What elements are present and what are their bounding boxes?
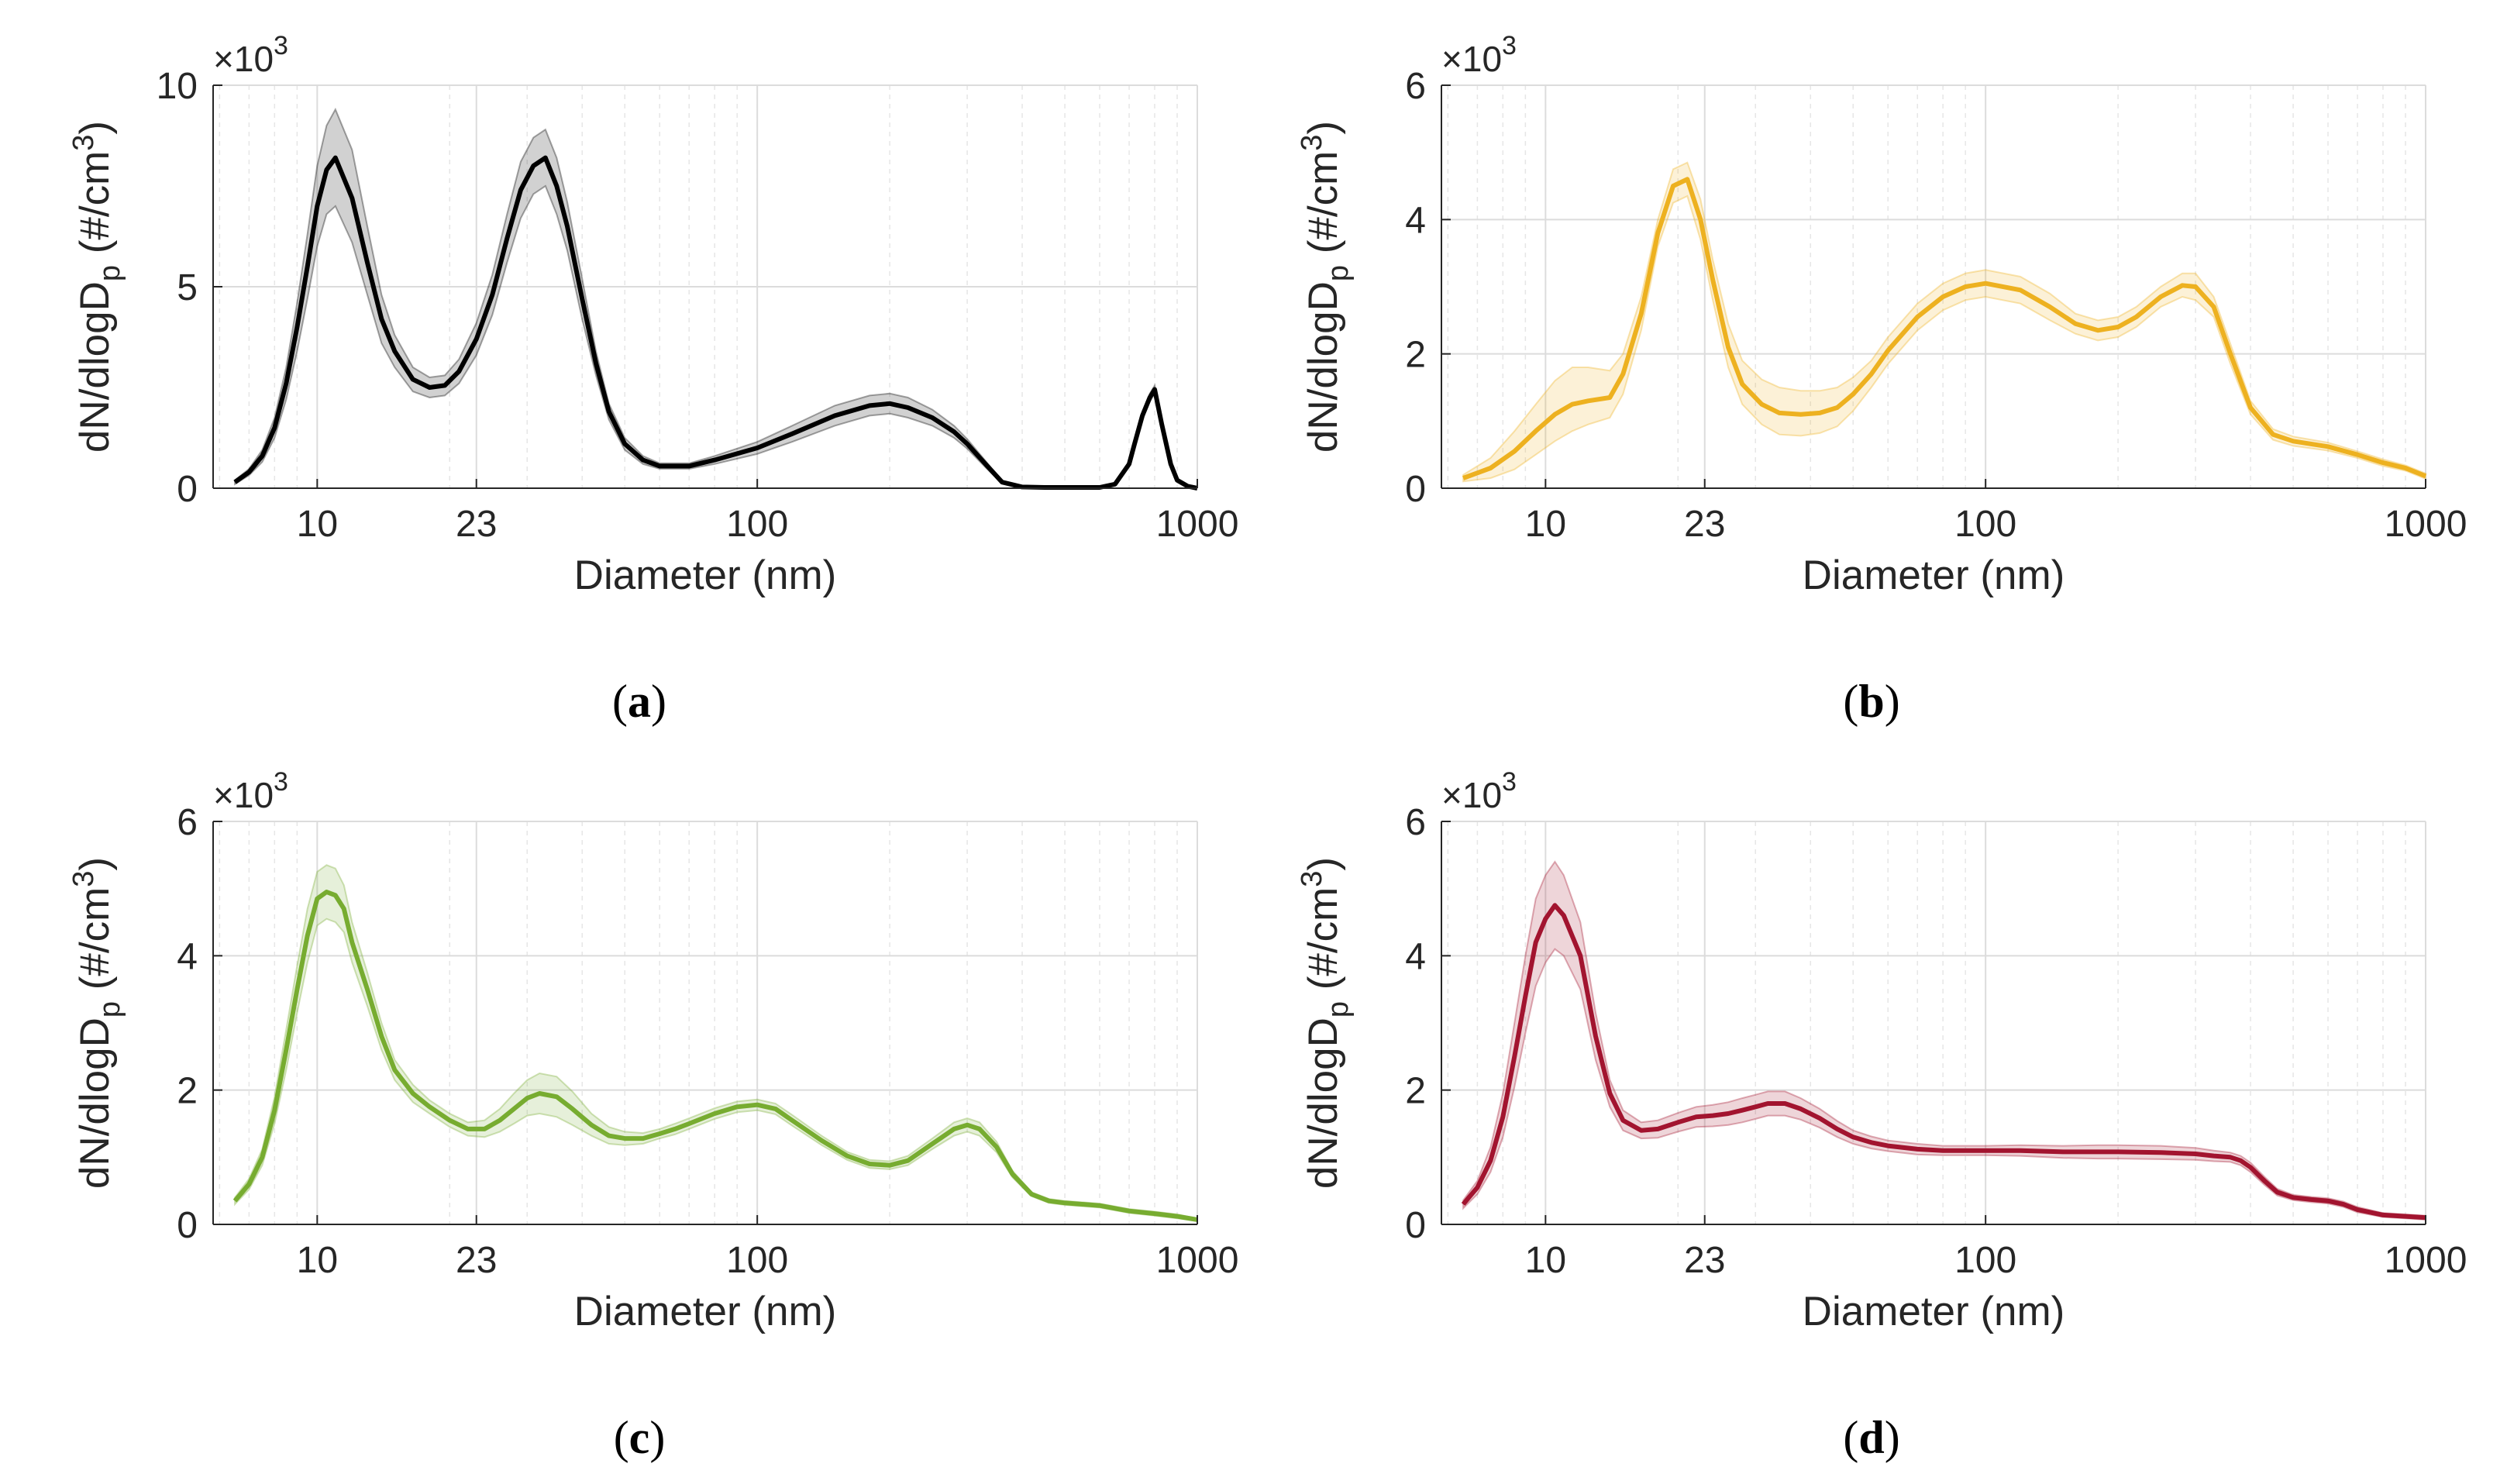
y-tick-label-c: 2 [177,1071,198,1112]
series-line-d [1461,903,2426,1221]
minor-grid-a [219,85,1198,488]
y-multiplier-a: ×103 [213,31,288,79]
x-axis-title-c: Diameter (nm) [574,1289,837,1334]
series-line-c [232,890,1198,1222]
x-tick-label-b: 100 [1954,504,2016,545]
y-tick-label-d: 6 [1405,802,1426,843]
chart-panel-d: 10 23 100 1000 0 2 4 6 ×103 Diameter (nm) dN/dlogD… [1296,767,2467,1334]
x-tick-label-a: 10 [297,504,338,545]
y-tick-label-b: 4 [1405,200,1426,241]
panel-label-c: (c) [614,1412,666,1463]
plot-area-d [1441,821,2426,1224]
x-axis-title-d: Diameter (nm) [1803,1289,2065,1334]
x-tick-label-a: 23 [456,504,497,545]
chart-panel-a: 10 23 100 1000 0 5 10 ×103 Diameter (nm) dN/dlogD… [67,31,1238,598]
y-tick-label-c: 0 [177,1205,198,1246]
y-tick-label-a: 10 [157,66,198,107]
y-tick-label-b: 6 [1405,66,1426,107]
y-multiplier-d: ×103 [1441,767,1517,815]
x-tick-label-a: 1000 [1156,504,1239,545]
x-tick-label-c: 1000 [1156,1240,1239,1281]
y-axis-title-a: dN/dlogDp (#/cm3) [67,121,126,453]
x-tick-label-c: 10 [297,1240,338,1281]
y-multiplier-b: ×103 [1441,31,1517,79]
y-axis-title-c: dN/dlogDp (#/cm3) [67,857,126,1189]
panel-label-b: (b) [1843,676,1899,727]
y-tick-label-b: 0 [1405,469,1426,510]
y-axis-title-d: dN/dlogDp (#/cm3) [1296,857,1355,1189]
x-tick-label-a: 100 [726,504,788,545]
series-line-b [1462,177,2427,480]
plot-area-c [213,821,1197,1224]
x-tick-label-c: 100 [726,1240,788,1281]
panel-label-d: (d) [1843,1412,1899,1463]
x-tick-label-b: 10 [1525,504,1566,545]
y-tick-label-a: 0 [177,469,198,510]
y-tick-label-a: 5 [177,267,198,308]
x-axis-title-a: Diameter (nm) [574,553,837,598]
x-tick-label-c: 23 [456,1240,497,1281]
x-axis-title-b: Diameter (nm) [1803,553,2065,598]
panel-label-a: (a) [612,676,666,727]
y-tick-label-d: 2 [1405,1071,1426,1112]
x-tick-label-d: 1000 [2385,1240,2467,1281]
x-tick-label-d: 100 [1954,1240,2016,1281]
x-tick-label-b: 23 [1684,504,1725,545]
y-tick-label-c: 6 [177,802,198,843]
y-tick-label-b: 2 [1405,335,1426,376]
chart-panel-c: 10 23 100 1000 0 2 4 6 ×103 Diameter (nm) dN/dlogD… [67,767,1238,1334]
series-line-a [233,155,1198,491]
y-multiplier-c: ×103 [213,767,288,815]
y-tick-label-d: 0 [1405,1205,1426,1246]
y-tick-label-c: 4 [177,936,198,977]
x-tick-label-d: 23 [1684,1240,1725,1281]
y-axis-title-b: dN/dlogDp (#/cm3) [1296,121,1355,453]
minor-grid-d [1447,821,2426,1224]
x-tick-label-d: 10 [1525,1240,1566,1281]
x-tick-label-b: 1000 [2385,504,2467,545]
y-tick-label-d: 4 [1405,936,1426,977]
chart-panel-b: 10 23 100 1000 0 2 4 6 ×103 Diameter (nm) dN/dlogD… [1296,31,2467,598]
plot-area-b [1441,85,2426,488]
